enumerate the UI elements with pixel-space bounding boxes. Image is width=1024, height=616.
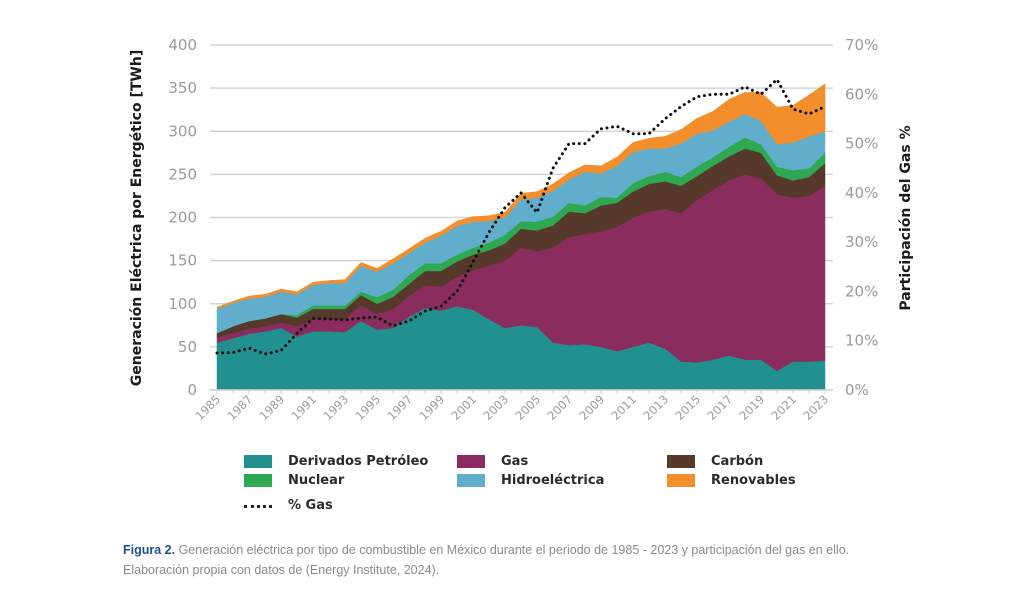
figure-label: Figura 2. [123, 543, 176, 557]
y2-tick-label: 20% [845, 282, 878, 300]
legend-item-carbon: Carbón [667, 452, 763, 470]
y2-tick-label: 30% [845, 233, 878, 251]
y2-tick-label: 60% [845, 85, 878, 103]
x-tick-label: 2003 [481, 392, 512, 423]
legend-label: Nuclear [288, 472, 345, 488]
y2-tick-label: 0% [845, 381, 869, 399]
y2-tick-label: 10% [845, 332, 878, 350]
y2-axis-title: Participación del Gas % [898, 125, 914, 310]
y-tick-label: 300 [168, 122, 197, 140]
y-tick-label: 250 [168, 165, 197, 183]
legend-item-nuclear: Nuclear [244, 471, 344, 489]
x-tick-label: 2015 [673, 392, 704, 423]
legend-item-gas: Gas [457, 452, 528, 470]
legend-swatch [457, 454, 485, 468]
x-tick-label: 2005 [513, 392, 544, 423]
figure-caption: Figura 2. Generación eléctrica por tipo … [123, 540, 943, 580]
y-tick-label: 400 [168, 36, 197, 54]
y2-tick-label: 50% [845, 135, 878, 153]
x-tick-label: 2011 [609, 392, 640, 423]
x-tick-label: 2009 [577, 392, 608, 423]
x-axis-ticks: 1985 1987 1989 1991 1993 1995 1997 1999 2001 2003… [193, 389, 833, 423]
y-tick-label: 150 [168, 252, 197, 270]
x-tick-label: 1991 [289, 392, 320, 423]
legend-label: Renovables [711, 472, 796, 488]
y-tick-label: 350 [168, 79, 197, 97]
y-tick-label: 200 [168, 209, 197, 227]
y-axis-title: Generación Eléctrica por Energético [TWh… [129, 50, 145, 386]
legend-item-renovables: Renovables [667, 471, 796, 489]
legend-label: Gas [501, 453, 529, 469]
legend-label: % Gas [288, 497, 333, 513]
legend-label: Derivados Petróleo [288, 453, 429, 469]
legend-swatch [244, 473, 272, 487]
x-tick-label: 1993 [321, 392, 352, 423]
legend-item-gas-share: % Gas [244, 496, 333, 514]
x-tick-label: 2019 [737, 392, 768, 423]
x-tick-label: 1999 [417, 392, 448, 423]
legend-swatch [457, 473, 485, 487]
x-tick-label: 1995 [353, 392, 384, 423]
line-gas-share [215, 77, 827, 356]
y-tick-label: 0 [187, 381, 197, 399]
x-tick-label: 1985 [193, 392, 224, 423]
y-tick-label: 100 [168, 295, 197, 313]
x-tick-label: 1997 [385, 392, 416, 423]
x-tick-label: 2021 [769, 392, 800, 423]
x-tick-label: 2017 [705, 392, 736, 423]
x-tick-label: 2007 [545, 392, 576, 423]
y-axis-left-ticks: 0 50 100 150 200 250 300 350 400 [168, 36, 197, 399]
area-renovables [216, 83, 826, 310]
chart: 0 50 100 150 200 250 300 350 400 0% 10% 20% 30% 40% 5… [129, 36, 914, 423]
caption-line-2: Elaboración propia con datos de (Energy … [123, 563, 440, 577]
x-tick-label: 2023 [801, 392, 832, 423]
legend-swatch [667, 454, 695, 468]
x-tick-label: 2013 [641, 392, 672, 423]
legend-swatch [667, 473, 695, 487]
y2-tick-label: 70% [845, 36, 878, 54]
caption-line-1: Generación eléctrica por tipo de combust… [175, 543, 850, 557]
x-tick-label: 1987 [225, 392, 256, 423]
legend-label: Hidroeléctrica [501, 472, 605, 488]
gas-share-line [215, 77, 827, 356]
legend-item-hidroelectrica: Hidroeléctrica [457, 471, 604, 489]
y-axis-right-ticks: 0% 10% 20% 30% 40% 50% 60% 70% [845, 36, 878, 399]
y2-tick-label: 40% [845, 184, 878, 202]
y-tick-label: 50 [178, 338, 197, 356]
x-tick-label: 1989 [257, 392, 288, 423]
legend-swatch [244, 454, 272, 468]
dotted-line-icon [244, 504, 272, 508]
legend-label: Carbón [711, 453, 764, 469]
legend-item-derivados-petroleo: Derivados Petróleo [244, 452, 428, 470]
x-tick-label: 2001 [449, 392, 480, 423]
stacked-areas [216, 83, 826, 391]
